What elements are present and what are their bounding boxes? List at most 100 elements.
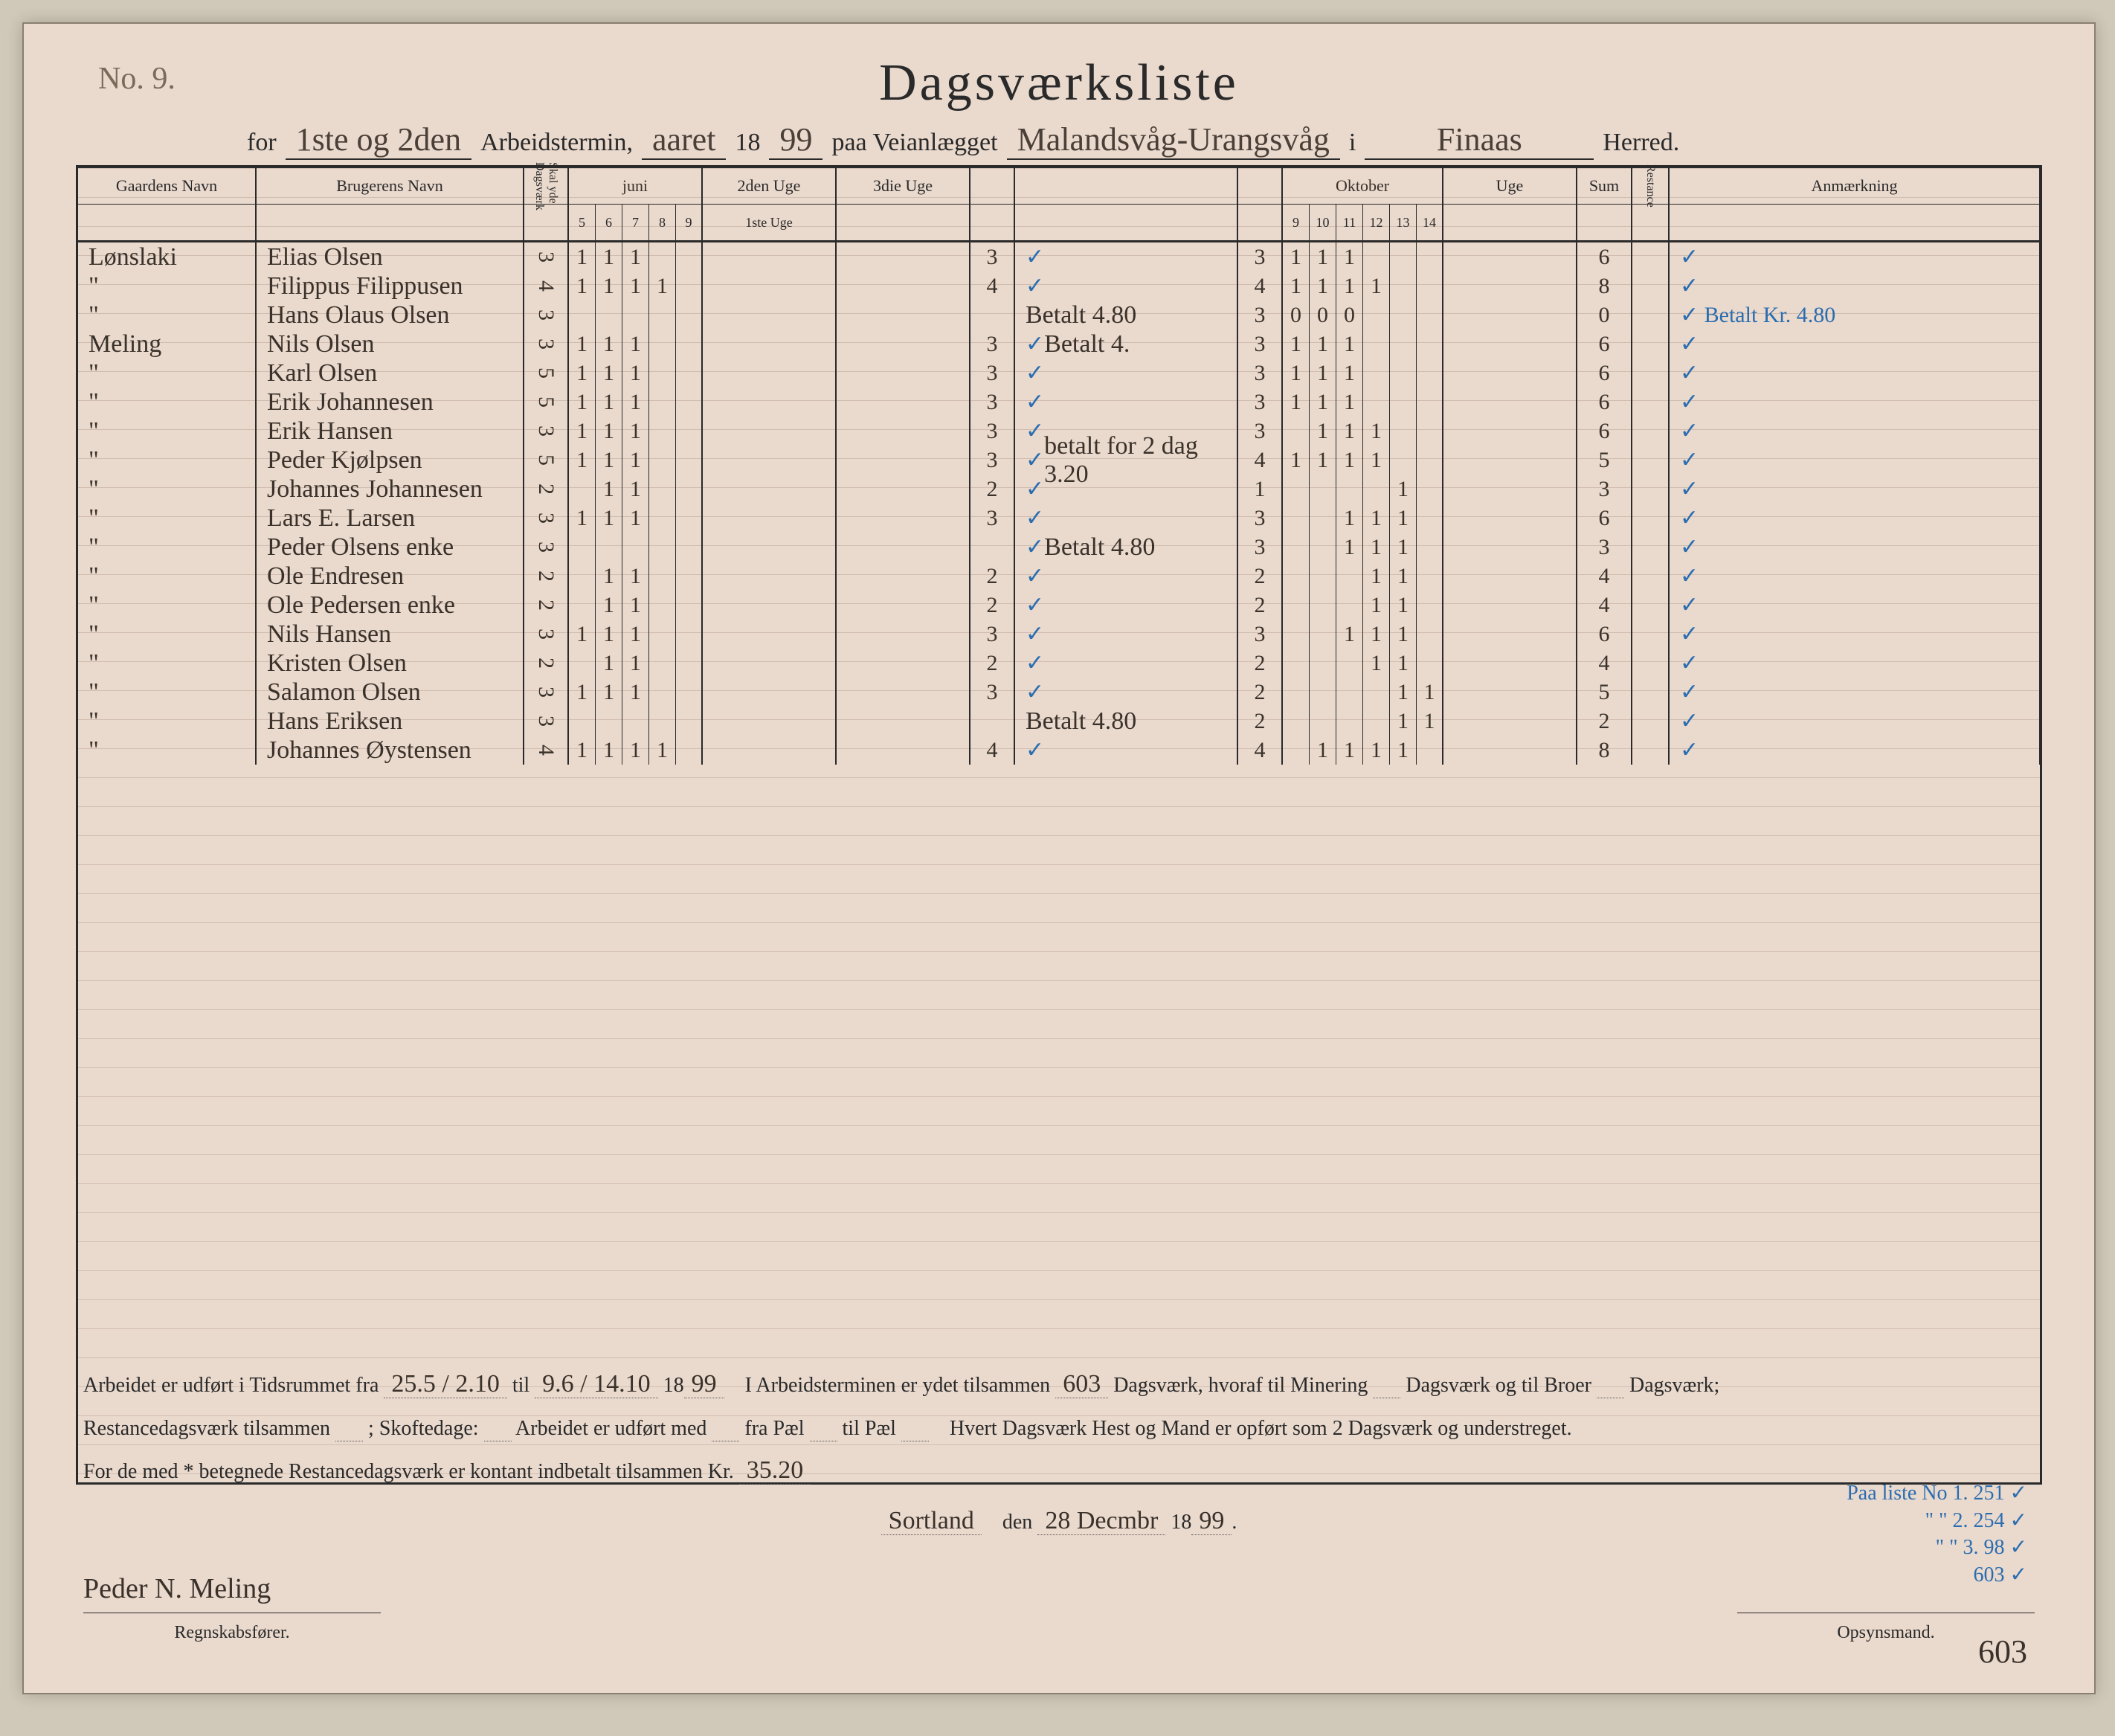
cell bbox=[1443, 591, 1577, 620]
cell: " bbox=[78, 271, 257, 300]
f-dyp: 18 bbox=[1171, 1511, 1191, 1534]
header-line: for 1ste og 2den Arbeidstermin, aaret 18… bbox=[247, 120, 2035, 160]
hdr-year: 99 bbox=[769, 120, 822, 160]
cell bbox=[1417, 329, 1443, 359]
tally-line: " " 2. 254 ✓ bbox=[1847, 1508, 2027, 1534]
col-uge5b: Uge bbox=[1443, 168, 1577, 204]
cell: 2 bbox=[1238, 649, 1283, 678]
cell: 1 bbox=[1310, 242, 1336, 271]
cell bbox=[1390, 417, 1417, 446]
cell: 1 bbox=[1390, 707, 1417, 736]
cell bbox=[676, 504, 703, 533]
cell bbox=[649, 388, 676, 417]
cell bbox=[649, 678, 676, 707]
col-uge2: 2den Uge bbox=[703, 168, 837, 204]
f-rest bbox=[335, 1413, 363, 1441]
table-row: "Kristen Olsen2112✓ 2114✓ bbox=[78, 649, 2040, 678]
cell: 3 bbox=[970, 242, 1015, 271]
cell: ✓ bbox=[1015, 562, 1238, 591]
cell: 1 bbox=[1336, 359, 1363, 388]
f-l2b: ; Skoftedage: bbox=[368, 1417, 479, 1440]
h2-skal bbox=[524, 205, 569, 240]
cell: ✓ bbox=[1015, 678, 1238, 707]
cell bbox=[569, 533, 596, 562]
cell: ✓ bbox=[1015, 271, 1238, 300]
tally-line: Paa liste No 1. 251 ✓ bbox=[1847, 1480, 2027, 1507]
cell: Meling bbox=[78, 329, 257, 359]
col-uge5-hw-txt: Oktober bbox=[1336, 176, 1389, 196]
table-row: MelingNils Olsen31113✓ Betalt 4.31116✓ bbox=[78, 329, 2040, 359]
cell: 1 bbox=[569, 359, 596, 388]
cell bbox=[569, 649, 596, 678]
cell bbox=[1390, 446, 1417, 475]
cell bbox=[1336, 707, 1363, 736]
cell: 1 bbox=[596, 329, 622, 359]
cell: ✓ bbox=[1015, 620, 1238, 649]
f-l2f: Hvert Dagsværk Hest og Mand er opført so… bbox=[950, 1417, 1572, 1440]
cell: ✓ Betalt 4. bbox=[1015, 329, 1238, 359]
table-row: "Erik Johannesen51113✓ 31116✓ bbox=[78, 388, 2040, 417]
cell bbox=[649, 417, 676, 446]
col-rest: Restance bbox=[1632, 168, 1670, 204]
cell: ✓ bbox=[1670, 562, 2040, 591]
cell: 1 bbox=[596, 242, 622, 271]
f-l1a: Arbeidet er udført i Tidsrummet fra bbox=[83, 1374, 379, 1397]
cell bbox=[837, 678, 970, 707]
cell: 8 bbox=[1577, 736, 1632, 765]
cell bbox=[1443, 329, 1577, 359]
hdr-yearprefix: 18 bbox=[735, 129, 760, 157]
cell bbox=[970, 533, 1015, 562]
cell: 3 bbox=[524, 707, 569, 736]
cell: 3 bbox=[970, 329, 1015, 359]
footer-line3: For de med * betegnede Restancedagsværk … bbox=[83, 1449, 2035, 1492]
cell bbox=[1632, 417, 1670, 446]
f-til: 9.6 / 14.10 bbox=[535, 1370, 657, 1398]
cell: 1 bbox=[1390, 475, 1417, 504]
cell: Erik Hansen bbox=[257, 417, 524, 446]
f-dagsv: 603 bbox=[1055, 1370, 1108, 1398]
cell bbox=[1417, 533, 1443, 562]
cell: 5 bbox=[524, 388, 569, 417]
cell: 4 bbox=[1577, 562, 1632, 591]
cell: ✓ bbox=[1670, 736, 2040, 765]
cell: 1 bbox=[1283, 329, 1310, 359]
f-l1c: Dagsværk, hvoraf til Minering bbox=[1113, 1374, 1368, 1397]
cell: 2 bbox=[1238, 591, 1283, 620]
cell: " bbox=[78, 678, 257, 707]
table-row: "Peder Olsens enke3✓ Betalt 4.8031113✓ bbox=[78, 533, 2040, 562]
cell: 1 bbox=[1336, 736, 1363, 765]
cell bbox=[837, 271, 970, 300]
cell: 5 bbox=[524, 446, 569, 475]
cell: 3 bbox=[1238, 329, 1283, 359]
cell bbox=[703, 678, 837, 707]
cell: 2 bbox=[524, 562, 569, 591]
cell bbox=[1443, 562, 1577, 591]
page-title: Dagsværksliste bbox=[24, 54, 2094, 113]
cell: 1 bbox=[1363, 504, 1390, 533]
cell: 1 bbox=[1336, 329, 1363, 359]
cell: 2 bbox=[1238, 707, 1283, 736]
cell: 1 bbox=[622, 620, 649, 649]
f-l1b: I Arbeidsterminen er ydet tilsammen bbox=[745, 1374, 1051, 1397]
cell: " bbox=[78, 446, 257, 475]
cell: 1 bbox=[1417, 707, 1443, 736]
cell: ✓ bbox=[1670, 446, 2040, 475]
cell: ✓ bbox=[1670, 388, 2040, 417]
cell bbox=[676, 736, 703, 765]
cell bbox=[703, 649, 837, 678]
cell: 4 bbox=[1238, 446, 1283, 475]
cell bbox=[1363, 678, 1390, 707]
cell: 3 bbox=[524, 417, 569, 446]
cell: ✓ bbox=[1015, 649, 1238, 678]
cell bbox=[649, 533, 676, 562]
cell bbox=[622, 300, 649, 329]
footer-line2: Restancedagsværk tilsammen ; Skoftedage:… bbox=[83, 1406, 2035, 1449]
cell: 1 bbox=[1390, 591, 1417, 620]
cell bbox=[1390, 242, 1417, 271]
cell: 1 bbox=[1283, 271, 1310, 300]
cell bbox=[1310, 504, 1336, 533]
cell bbox=[1363, 242, 1390, 271]
cell: ✓ bbox=[1670, 475, 2040, 504]
cell: 0 bbox=[1577, 300, 1632, 329]
sig-hw: Peder N. Meling bbox=[83, 1565, 381, 1613]
